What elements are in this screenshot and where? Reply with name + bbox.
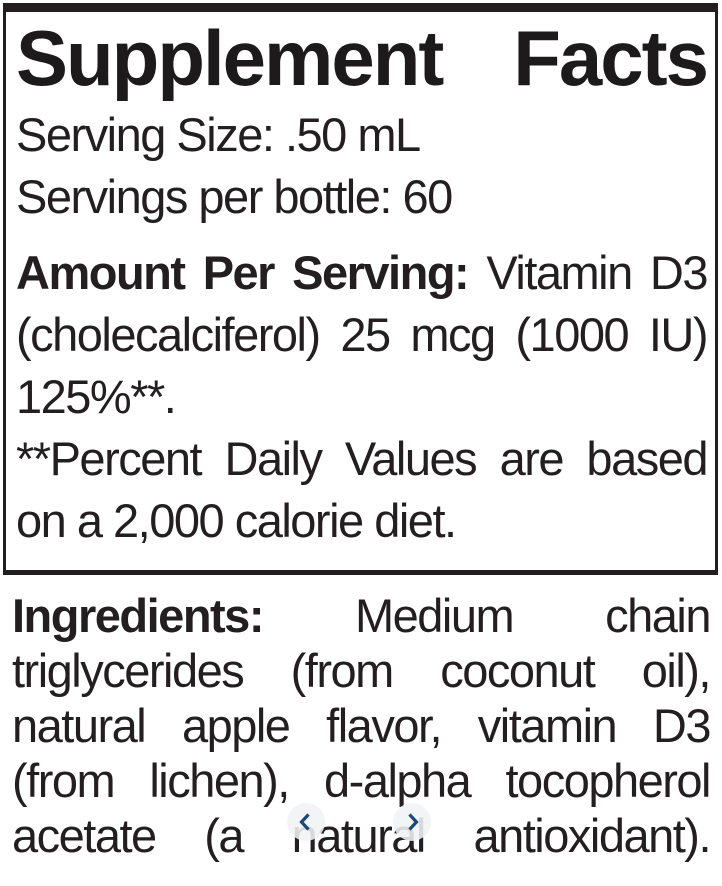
servings-per-bottle-line: Servings per bottle: 60: [16, 170, 453, 223]
ingredients-line-2: triglycerides (from coconut oil),: [12, 644, 712, 697]
ingredients-section: Ingredients: Medium chain triglycerides …: [12, 588, 712, 863]
ingredients-line-1-text: Medium chain: [354, 589, 712, 642]
serving-size-line: Serving Size: .50 mL: [16, 108, 421, 161]
ingredients-line-4: (from lichen), d-alpha tocopherol: [12, 754, 712, 807]
supplement-facts-title: Supplement Facts: [16, 14, 709, 102]
amount-line-cholecalciferol: (cholecalciferol) 25 mcg (1000 IU): [16, 308, 709, 361]
amount-line-percent: 125%**.: [16, 370, 177, 423]
amount-per-serving-line: Amount Per Serving: Vitamin D3: [16, 242, 709, 304]
supplement-facts-panel: Supplement Facts Serving Size: .50 mL Se…: [3, 3, 718, 575]
ingredients-label: Ingredients:: [12, 589, 264, 642]
ingredients-line-5: acetate (a natural antioxidant).: [12, 809, 712, 862]
ingredients-line-1: Ingredients: Medium chain: [12, 588, 712, 643]
amount-per-serving-block: Amount Per Serving: Vitamin D3 (cholecal…: [16, 242, 709, 552]
carousel-next-button[interactable]: [393, 803, 431, 841]
amount-per-serving-label: Amount Per Serving:: [16, 246, 470, 299]
footnote-line-2: on a 2,000 calorie diet.: [16, 494, 457, 547]
chevron-right-icon: [401, 810, 423, 834]
chevron-left-icon: [295, 810, 317, 834]
amount-per-serving-value: Vitamin D3: [486, 246, 708, 299]
carousel-prev-button[interactable]: [287, 803, 325, 841]
ingredients-line-3: natural apple flavor, vitamin D3: [12, 699, 712, 752]
footnote-line-1: **Percent Daily Values are based: [16, 432, 709, 485]
